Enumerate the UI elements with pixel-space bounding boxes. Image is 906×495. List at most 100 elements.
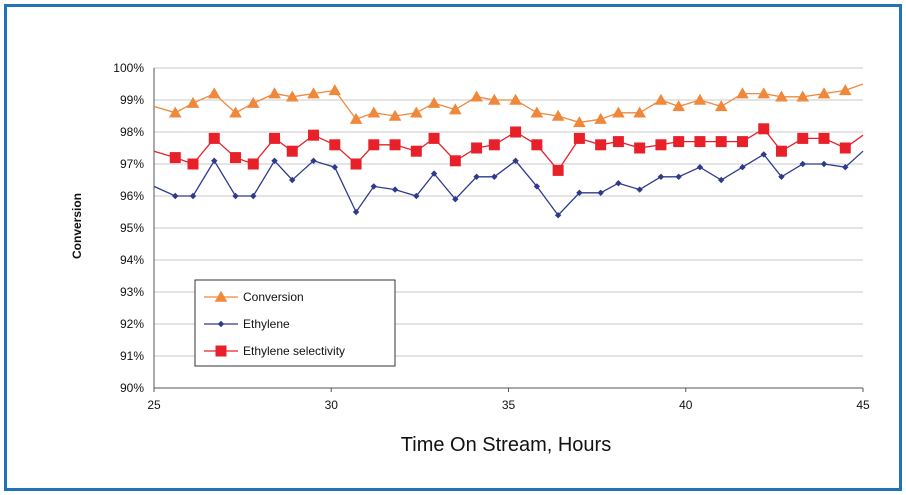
legend-label: Ethylene — [243, 317, 290, 331]
x-tick-label: 45 — [856, 398, 870, 412]
y-tick-label: 97% — [120, 157, 144, 171]
y-tick-label: 93% — [120, 285, 144, 299]
data-point-triangle — [573, 116, 586, 128]
data-point-triangle — [693, 93, 707, 105]
data-point-square — [673, 136, 685, 148]
data-point-square — [595, 139, 607, 151]
data-point-diamond — [576, 189, 583, 196]
data-point-square — [350, 158, 362, 170]
data-point-square — [573, 132, 585, 144]
data-point-triangle — [796, 90, 810, 102]
data-point-triangle — [530, 106, 544, 118]
data-point-diamond — [331, 164, 338, 171]
data-point-square — [308, 129, 320, 141]
data-point-diamond — [491, 173, 498, 180]
y-tick-labels: 90% 91% 92% 93% 94% 95% 96% 97% 98% 99% 100% — [113, 61, 144, 395]
data-point-triangle — [186, 96, 200, 108]
data-point-diamond — [675, 173, 682, 180]
data-point-triangle — [488, 93, 501, 105]
data-point-diamond — [657, 173, 665, 180]
legend-item: Ethylene selectivity — [204, 344, 345, 358]
data-point-diamond — [430, 170, 438, 177]
axes — [153, 68, 864, 392]
legend-item: Ethylene — [204, 317, 290, 331]
data-point-diamond — [533, 183, 541, 190]
y-tick-label: 91% — [120, 349, 144, 363]
data-point-triangle — [207, 87, 221, 99]
data-point-square — [612, 136, 624, 148]
data-point-triangle — [214, 290, 228, 302]
y-axis-title: Conversion — [70, 193, 84, 259]
data-point-diamond — [842, 164, 849, 171]
data-point-triangle — [757, 87, 771, 99]
data-point-triangle — [470, 90, 483, 102]
data-point-square — [329, 139, 341, 151]
data-point-diamond — [718, 176, 725, 184]
data-point-square — [471, 142, 483, 154]
legend-box — [194, 279, 396, 367]
data-point-diamond — [413, 192, 420, 200]
data-point-triangle — [328, 84, 342, 96]
data-point-square — [655, 139, 667, 151]
data-point-square — [797, 132, 809, 144]
data-point-square — [694, 136, 706, 148]
y-tick-label: 94% — [120, 253, 144, 267]
data-point-square — [736, 136, 748, 148]
data-point-diamond — [554, 212, 562, 219]
x-tick-label: 25 — [147, 398, 161, 412]
data-point-square — [510, 126, 522, 138]
data-point-square — [389, 139, 401, 151]
data-point-triangle — [594, 112, 607, 124]
data-point-triangle — [551, 109, 565, 121]
data-point-diamond — [473, 173, 480, 180]
data-point-square — [215, 345, 227, 357]
data-point-diamond — [232, 192, 239, 200]
data-point-square — [410, 145, 422, 157]
data-point-diamond — [310, 157, 317, 164]
data-point-square — [247, 158, 259, 170]
data-point-square — [715, 136, 727, 148]
data-point-triangle — [736, 87, 749, 99]
data-point-diamond — [289, 176, 296, 184]
data-point-square — [269, 132, 281, 144]
data-point-triangle — [509, 93, 522, 105]
data-point-triangle — [285, 90, 299, 102]
series-line — [153, 150, 864, 217]
data-point-diamond — [636, 186, 643, 193]
data-point-diamond — [696, 164, 704, 171]
data-point-square — [230, 152, 242, 164]
data-point-diamond — [370, 183, 377, 190]
series-ethylene — [153, 150, 864, 219]
data-point-diamond — [189, 192, 197, 200]
data-point-square — [368, 139, 380, 151]
y-tick-label: 90% — [120, 381, 144, 395]
y-tick-label: 92% — [120, 317, 144, 331]
data-point-triangle — [427, 96, 441, 108]
data-point-diamond — [820, 160, 828, 168]
data-point-triangle — [246, 96, 260, 108]
legend-label: Conversion — [243, 290, 304, 304]
data-point-square — [634, 142, 646, 154]
data-point-diamond — [799, 160, 806, 168]
data-point-diamond — [739, 164, 746, 171]
data-point-triangle — [654, 93, 668, 105]
data-point-square — [286, 145, 298, 157]
data-point-diamond — [615, 180, 622, 187]
series-ethylene-selectivity — [153, 123, 864, 176]
data-point-triangle — [838, 84, 852, 96]
data-point-diamond — [352, 208, 360, 216]
data-point-square — [169, 152, 181, 164]
data-point-square — [208, 132, 220, 144]
x-axis-title: Time On Stream, Hours — [401, 434, 611, 456]
data-point-diamond — [778, 173, 785, 180]
data-point-triangle — [367, 106, 381, 118]
data-point-square — [552, 164, 564, 176]
y-tick-label: 99% — [120, 93, 144, 107]
data-point-diamond — [250, 192, 257, 200]
data-point-triangle — [449, 103, 462, 115]
data-point-diamond — [760, 151, 767, 158]
data-point-triangle — [349, 112, 363, 124]
data-point-triangle — [388, 109, 402, 121]
data-point-diamond — [512, 157, 519, 164]
y-tick-label: 100% — [113, 61, 144, 75]
